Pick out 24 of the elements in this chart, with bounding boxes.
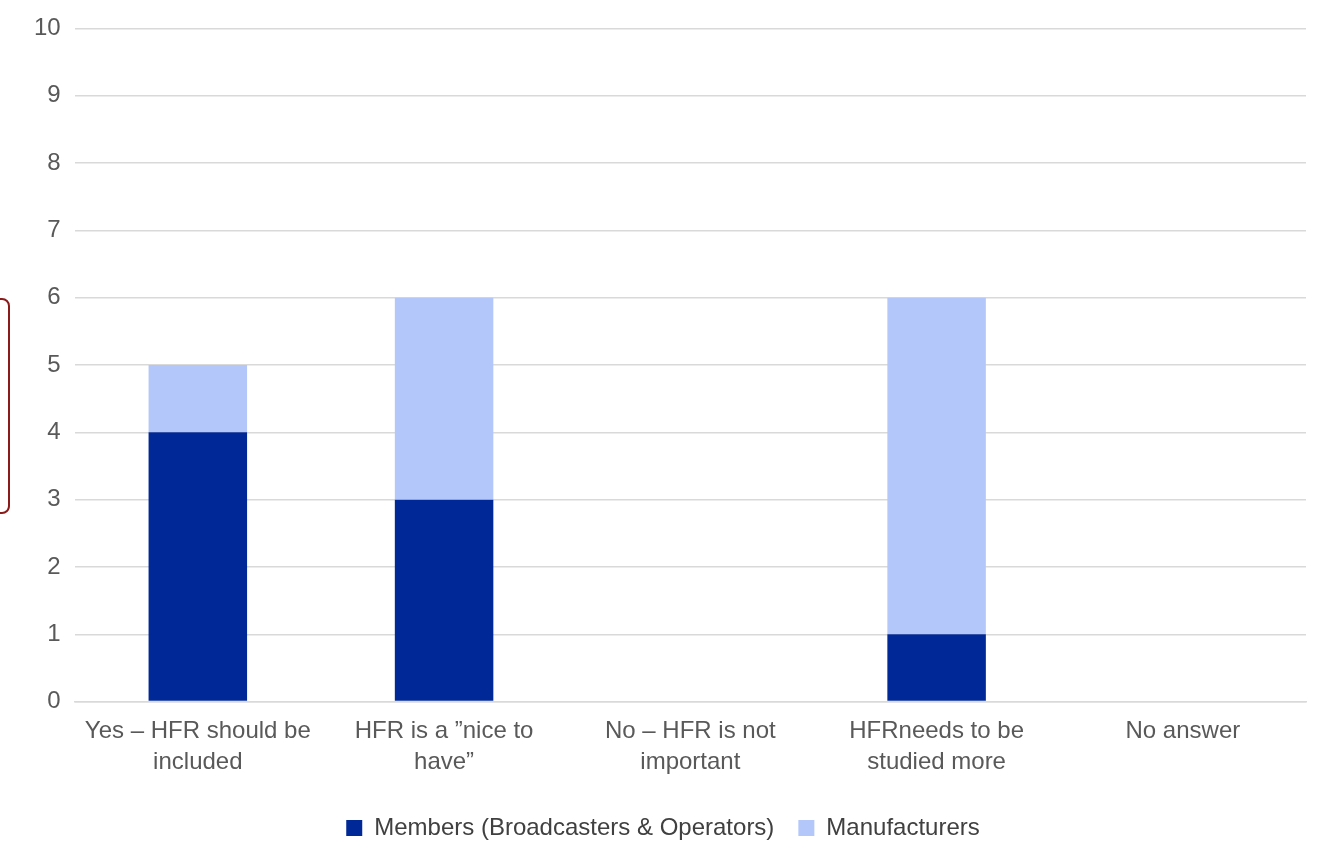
y-tick-label: 8 (47, 147, 61, 175)
legend-label: Members (Broadcasters & Operators) (374, 812, 775, 840)
y-tick-label: 7 (47, 214, 61, 242)
y-tick-label: 4 (47, 416, 61, 444)
y-tick-label: 5 (47, 349, 61, 377)
x-tick-label: Yes – HFR should be included (84, 715, 311, 775)
y-tick-label: 0 (47, 686, 61, 714)
bar (148, 365, 248, 433)
y-tick-label: 6 (47, 282, 61, 310)
y-tick-label: 1 (47, 618, 61, 646)
x-tick-label: HFRneeds to be studied more (849, 715, 1024, 775)
bar (887, 634, 986, 701)
legend-label: Manufacturers (826, 812, 980, 840)
bar (148, 432, 248, 701)
bar (394, 297, 494, 500)
y-tick-label: 9 (47, 80, 61, 108)
x-tick-label: No answer (1125, 715, 1241, 743)
y-tick-label: 3 (47, 484, 61, 512)
y-tick-label: 10 (33, 13, 61, 41)
x-tick-label: No – HFR is not important (604, 715, 777, 775)
y-tick-label: 2 (47, 551, 61, 579)
bar (887, 297, 986, 635)
bar (394, 499, 494, 701)
x-tick-label: HFR is a ”nice to have” (354, 715, 534, 775)
